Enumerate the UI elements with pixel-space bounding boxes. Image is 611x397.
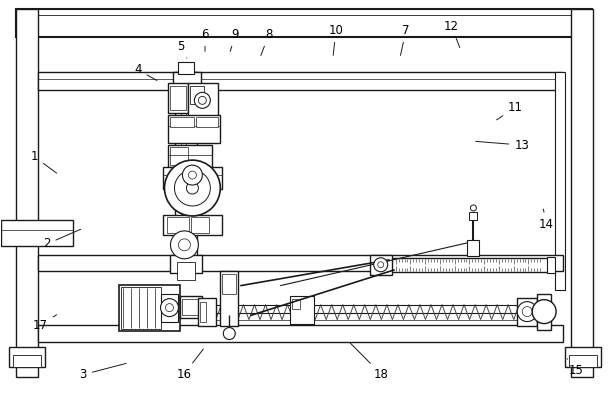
Bar [569, 355, 597, 367]
Bar [555, 72, 565, 290]
Text: 1: 1 [31, 150, 57, 173]
Circle shape [470, 205, 477, 211]
Bar [191, 217, 210, 233]
Bar [38, 325, 563, 343]
Bar [188, 83, 218, 125]
Bar [16, 9, 592, 37]
Text: 3: 3 [79, 363, 126, 381]
Bar [161, 294, 178, 322]
Circle shape [161, 299, 178, 316]
Bar [119, 285, 180, 331]
Bar [199, 298, 216, 326]
Bar [180, 296, 202, 318]
Bar [518, 298, 537, 326]
Bar [169, 145, 213, 167]
Text: 13: 13 [476, 139, 529, 152]
Bar [163, 215, 222, 235]
Bar [565, 347, 601, 367]
Circle shape [199, 96, 207, 104]
Text: 6: 6 [201, 28, 209, 51]
Circle shape [223, 328, 235, 339]
Circle shape [374, 258, 388, 272]
Bar [13, 355, 41, 367]
Bar [174, 72, 202, 85]
Bar [170, 117, 194, 127]
Circle shape [175, 170, 210, 206]
Bar [571, 9, 593, 378]
Bar [175, 72, 197, 272]
Bar [170, 147, 188, 165]
Text: 16: 16 [176, 349, 203, 381]
Circle shape [183, 165, 202, 185]
Bar [292, 299, 300, 308]
Bar [183, 299, 200, 314]
Bar [177, 262, 196, 280]
Text: 4: 4 [134, 64, 157, 81]
Text: 14: 14 [538, 209, 554, 231]
Bar [202, 304, 551, 312]
Bar [170, 255, 202, 273]
Circle shape [194, 93, 210, 108]
Text: 8: 8 [261, 28, 273, 56]
Text: 17: 17 [33, 315, 57, 331]
Text: 15: 15 [567, 359, 584, 377]
Bar [221, 271, 238, 326]
Bar [38, 255, 563, 271]
Bar [9, 347, 45, 367]
Circle shape [166, 304, 174, 312]
Text: 7: 7 [400, 24, 410, 55]
Circle shape [170, 231, 199, 259]
Bar [537, 294, 551, 330]
Bar [169, 115, 221, 143]
Bar [167, 217, 189, 233]
Bar [547, 257, 555, 273]
Bar [191, 87, 204, 104]
Bar [169, 83, 188, 113]
Text: 11: 11 [497, 101, 523, 120]
Circle shape [188, 171, 196, 179]
Bar [16, 9, 38, 378]
Circle shape [378, 262, 384, 268]
Bar [120, 287, 161, 329]
Bar [390, 258, 549, 272]
Bar [1, 220, 73, 246]
Circle shape [186, 182, 199, 194]
Circle shape [532, 300, 556, 324]
Circle shape [522, 306, 532, 316]
Bar [38, 72, 563, 91]
Bar [163, 167, 222, 189]
Bar [196, 117, 218, 127]
Text: 10: 10 [329, 24, 343, 55]
Bar [200, 302, 207, 322]
Text: 5: 5 [177, 40, 187, 58]
Bar [222, 274, 236, 294]
Bar [370, 255, 392, 275]
Text: 2: 2 [43, 229, 81, 251]
Bar [469, 212, 477, 220]
Text: 18: 18 [350, 343, 389, 381]
Bar [467, 240, 480, 256]
Bar [170, 87, 186, 110]
Circle shape [518, 302, 537, 322]
Text: 12: 12 [444, 20, 459, 48]
Circle shape [178, 239, 191, 251]
Bar [178, 62, 194, 74]
Text: 9: 9 [230, 28, 240, 52]
Circle shape [164, 160, 221, 216]
Bar [290, 296, 314, 324]
